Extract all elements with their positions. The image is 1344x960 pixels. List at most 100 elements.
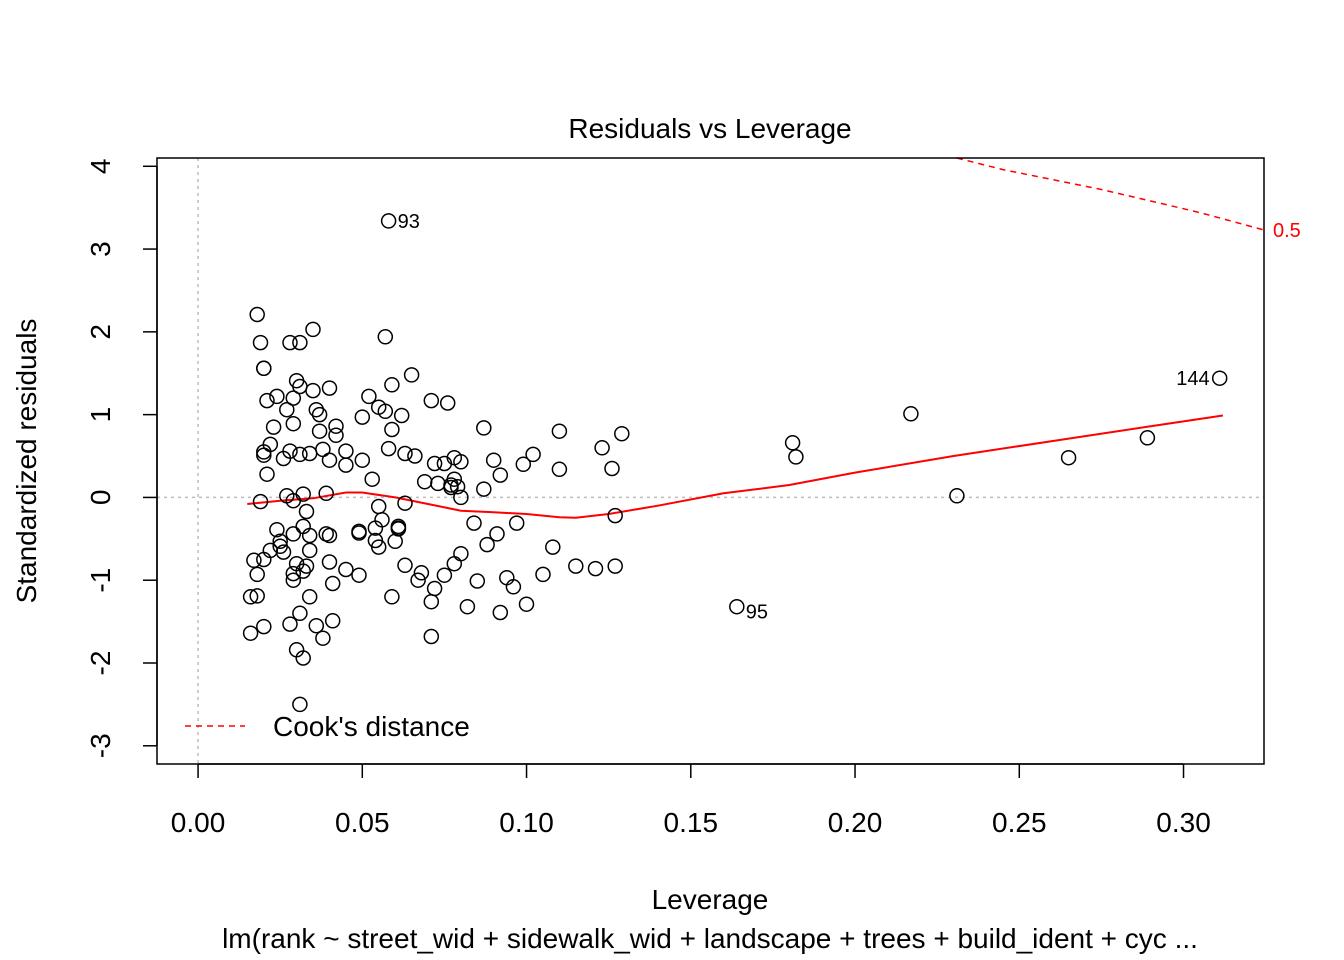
data-point [439,395,456,411]
data-point [256,360,272,377]
data-point [518,596,535,612]
data-point [242,625,259,641]
data-point [453,489,469,506]
data-point [390,521,407,537]
data-point [269,521,285,538]
subtitle: lm(rank ~ street_wid + sidewalk_wid + la… [222,923,1198,954]
data-point [476,420,492,436]
data-point [275,544,292,560]
legend-cook-label: Cook's distance [273,711,470,742]
data-point [259,466,275,482]
point-label: 144 [1176,368,1209,390]
data-point [416,473,433,490]
x-axis-label: Leverage [652,884,769,915]
legend: Cook's distance [185,711,470,742]
data-point [604,460,620,477]
data-point [321,452,338,468]
data-point [311,406,328,423]
data-point [515,456,532,473]
data-point [249,306,265,323]
data-point [321,554,338,570]
data-point [256,447,272,463]
data-point [338,457,354,473]
data-point [315,441,331,458]
data-point [1060,449,1077,466]
data-point [492,467,509,483]
data-point [262,436,279,453]
data-point [403,367,420,383]
data-point [275,450,292,467]
data-point [328,427,344,444]
x-tick-label: 0.30 [1156,807,1211,838]
data-point [466,515,482,531]
x-tick-label: 0.05 [335,807,390,838]
data-point [292,696,308,713]
chart-title: Residuals vs Leverage [568,113,851,144]
y-axis-label: Standardized residuals [11,319,42,604]
point-label: 93 [398,211,420,233]
data-point [903,406,919,422]
data-point [249,588,265,604]
data-point [476,481,492,497]
data-point [328,418,344,434]
data-point [361,388,377,405]
x-tick-label: 0.00 [171,807,226,838]
data-point [384,421,400,438]
data-point [489,526,505,542]
x-tick-label: 0.10 [499,807,554,838]
data-point [1139,430,1156,446]
point-label: 95 [746,602,768,624]
data-point-labeled [729,598,745,615]
data-point [535,566,551,583]
data-point [301,445,318,462]
data-point [370,539,387,555]
data-point [453,545,469,562]
data-point [321,527,338,544]
data-point [292,605,308,622]
data-point [423,392,440,409]
data-point [413,565,430,581]
smooth-line-layer [247,414,1224,519]
data-point [436,567,453,583]
data-point [292,334,308,351]
data-point [246,552,262,569]
data-point [318,485,334,502]
data-point [393,407,410,424]
y-axis: -3 -2 -1 0 1 2 3 4 [85,159,158,758]
data-point [377,329,394,345]
cook-distance-label: 0.5 [1273,220,1301,242]
data-point [285,526,302,542]
data-point [298,558,315,574]
smooth-line [247,414,1224,519]
data-point [272,533,288,550]
data-point [242,589,259,605]
data-point [459,598,476,615]
data-point [285,390,302,406]
data-point [949,488,965,504]
data-point [301,527,318,544]
data-point [788,449,804,465]
data-point [397,495,413,511]
data-point [354,452,371,468]
data-point-labeled [1211,370,1228,386]
data-point [784,435,801,451]
data-point [321,380,338,396]
data-point [269,388,285,405]
data-point [301,542,318,559]
data-point [311,423,328,439]
data-point [614,425,630,442]
cook-distance-contour: 0.5 [956,157,1301,242]
data-point [449,478,466,495]
data-point [249,566,265,583]
data-point [308,617,325,634]
data-point [324,613,341,629]
data-point [410,572,426,588]
y-tick-label: 2 [85,324,116,340]
data-point [568,558,584,574]
data-point [279,401,295,418]
y-tick-label: -2 [85,651,116,676]
data-point [485,452,502,468]
data-point [426,580,443,597]
data-point [525,446,541,463]
data-point [551,423,568,439]
